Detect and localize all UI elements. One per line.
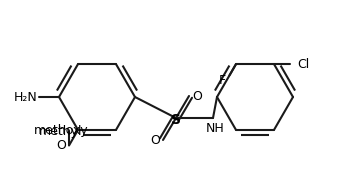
Text: Cl: Cl xyxy=(297,58,309,71)
Text: O: O xyxy=(192,90,202,103)
Text: H₂N: H₂N xyxy=(14,91,38,104)
Text: methyl: methyl xyxy=(39,125,83,138)
Text: F: F xyxy=(219,74,226,87)
Text: S: S xyxy=(171,113,181,127)
Text: methoxy: methoxy xyxy=(34,124,88,137)
Text: O: O xyxy=(150,134,160,147)
Text: NH: NH xyxy=(206,121,224,134)
Text: O: O xyxy=(56,139,66,152)
